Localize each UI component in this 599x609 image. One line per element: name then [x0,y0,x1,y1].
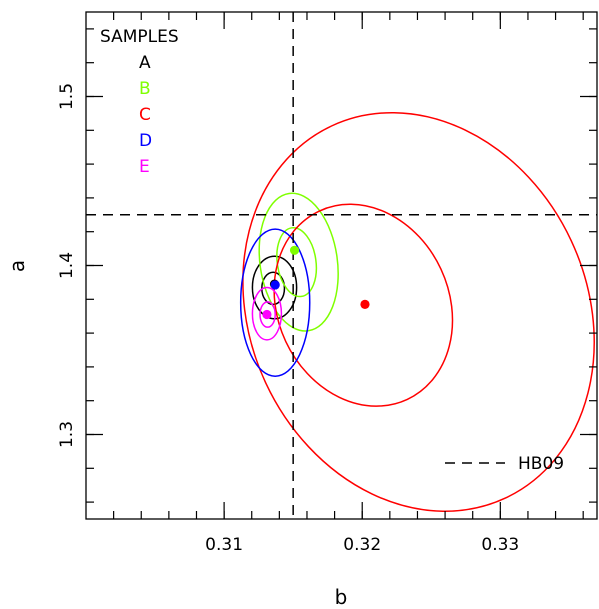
ellipse-e-1 [259,301,276,328]
point-layer [262,245,370,320]
x-tick-label: 0.33 [481,535,519,555]
legend-entry-a: A [139,53,151,73]
point-b [289,245,300,255]
plot-frame [85,11,598,520]
ellipse-c-2 [242,111,595,512]
legend-title: SAMPLES [100,27,179,47]
y-axis-label: a [5,260,29,272]
ellipse-e-2 [251,286,283,341]
reference-legend: HB09 [445,454,564,474]
y-tick-label: 1.5 [57,83,77,110]
ellipse-c-1 [273,203,454,407]
legend-entry-c: C [139,105,151,125]
ellipse-layer [239,111,595,512]
legend-entry-b: B [139,79,151,99]
y-tick-label: 1.3 [57,421,77,448]
reference-legend-label: HB09 [518,454,564,474]
point-d [270,280,280,290]
legend-entry-e: E [139,157,150,177]
x-tick-label: 0.32 [343,535,381,555]
point-e [262,309,272,320]
x-tick-label: 0.31 [205,535,243,555]
ellipse-d-1 [239,228,311,377]
legend-entry-d: D [139,131,152,151]
reference-lines [86,12,597,519]
ellipse-b-2 [258,192,339,332]
tick-layer: 0.31 0.32 0.33 1.3 1.4 1.5 [57,12,597,555]
point-c [360,299,370,309]
y-tick-label: 1.4 [57,252,77,279]
x-axis-label: b [335,585,348,609]
